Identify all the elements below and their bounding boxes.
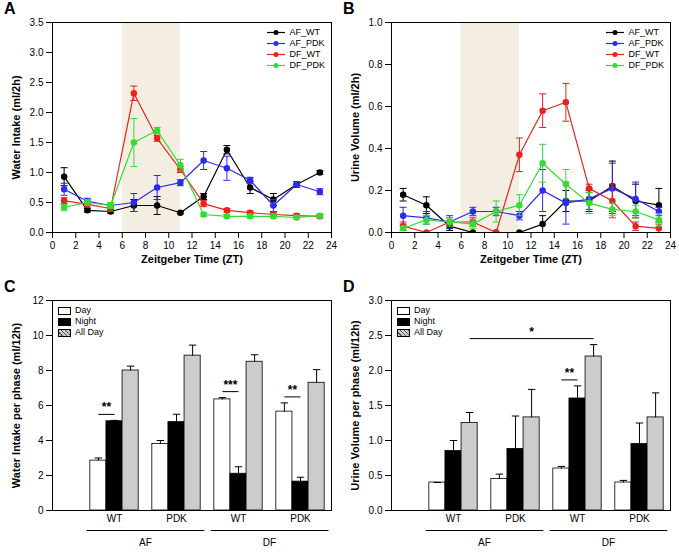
svg-text:**: ** [565, 366, 575, 380]
svg-text:8: 8 [482, 240, 488, 251]
svg-text:0.0: 0.0 [369, 227, 383, 238]
html-text:D: D [343, 278, 355, 295]
svg-text:2: 2 [412, 240, 418, 251]
svg-text:22: 22 [303, 240, 315, 251]
svg-text:6: 6 [119, 240, 125, 251]
html-text:DF_WT: DF_WT [289, 49, 321, 59]
svg-text:1.0: 1.0 [369, 435, 383, 446]
svg-text:24: 24 [326, 240, 338, 251]
svg-text:**: ** [288, 383, 298, 397]
svg-text:1.0: 1.0 [30, 167, 44, 178]
svg-text:0: 0 [38, 505, 44, 516]
svg-text:WT: WT [570, 513, 586, 524]
svg-text:12: 12 [32, 295, 44, 306]
html-text:All Day: All Day [414, 327, 443, 337]
svg-text:0.0: 0.0 [30, 227, 44, 238]
svg-text:**: ** [102, 400, 112, 414]
html-text:DF_PDK: DF_PDK [628, 60, 664, 70]
svg-text:14: 14 [549, 240, 561, 251]
svg-text:0.0: 0.0 [369, 505, 383, 516]
svg-text:16: 16 [572, 240, 584, 251]
html-text:Night: Night [414, 316, 435, 326]
svg-text:2.0: 2.0 [30, 107, 44, 118]
svg-text:4: 4 [96, 240, 102, 251]
svg-text:Water Intake per phase (ml/12h: Water Intake per phase (ml/12h) [10, 323, 22, 489]
svg-text:1.5: 1.5 [369, 400, 383, 411]
svg-text:0: 0 [389, 240, 395, 251]
svg-text:10: 10 [502, 240, 514, 251]
svg-text:3.0: 3.0 [30, 47, 44, 58]
svg-text:2: 2 [38, 470, 44, 481]
svg-text:6: 6 [458, 240, 464, 251]
svg-text:Urine Volume per phase (ml/12h: Urine Volume per phase (ml/12h) [349, 320, 361, 491]
svg-text:Urine Volume (ml/2h): Urine Volume (ml/2h) [349, 73, 361, 183]
svg-text:1.0: 1.0 [369, 17, 383, 28]
svg-text:2.5: 2.5 [30, 77, 44, 88]
svg-text:20: 20 [618, 240, 630, 251]
svg-text:PDK: PDK [166, 513, 187, 524]
svg-text:8: 8 [143, 240, 149, 251]
svg-text:WT: WT [446, 513, 462, 524]
html-text:AF_WT: AF_WT [289, 27, 320, 37]
svg-text:DF: DF [263, 537, 276, 548]
html-text:B: B [343, 0, 355, 17]
html-text:C: C [4, 278, 16, 295]
svg-text:24: 24 [665, 240, 677, 251]
svg-text:4: 4 [435, 240, 441, 251]
html-text:DF_WT: DF_WT [628, 49, 660, 59]
svg-text:*: * [529, 325, 534, 339]
svg-text:2: 2 [73, 240, 79, 251]
svg-text:0: 0 [50, 240, 56, 251]
svg-text:0.6: 0.6 [369, 101, 383, 112]
svg-text:Zeitgeber Time (ZT): Zeitgeber Time (ZT) [141, 253, 243, 265]
svg-text:1.5: 1.5 [30, 137, 44, 148]
svg-text:AF: AF [478, 537, 491, 548]
svg-text:18: 18 [256, 240, 268, 251]
html-text:AF_PDK: AF_PDK [628, 38, 664, 48]
svg-text:AF: AF [139, 537, 152, 548]
svg-text:***: *** [223, 378, 237, 392]
svg-text:PDK: PDK [629, 513, 650, 524]
html-text:Day: Day [414, 305, 430, 315]
svg-text:Water Intake (ml/2h): Water Intake (ml/2h) [10, 75, 22, 179]
svg-text:8: 8 [38, 365, 44, 376]
svg-text:3.5: 3.5 [30, 17, 44, 28]
svg-text:PDK: PDK [290, 513, 311, 524]
svg-text:22: 22 [642, 240, 654, 251]
svg-text:2.0: 2.0 [369, 365, 383, 376]
html-text:Day: Day [75, 305, 91, 315]
svg-text:12: 12 [186, 240, 198, 251]
html-text:AF_PDK: AF_PDK [289, 38, 325, 48]
html-text:All Day: All Day [75, 327, 104, 337]
svg-text:WT: WT [107, 513, 123, 524]
svg-text:WT: WT [231, 513, 247, 524]
html-text:Night: Night [75, 316, 96, 326]
svg-text:0.2: 0.2 [369, 185, 383, 196]
svg-text:10: 10 [163, 240, 175, 251]
svg-text:Zeitgeber Time (ZT): Zeitgeber Time (ZT) [480, 253, 582, 265]
svg-text:PDK: PDK [505, 513, 526, 524]
svg-text:12: 12 [525, 240, 537, 251]
svg-text:14: 14 [210, 240, 222, 251]
html-text:DF_PDK: DF_PDK [289, 60, 325, 70]
svg-text:20: 20 [279, 240, 291, 251]
svg-text:DF: DF [602, 537, 615, 548]
svg-text:0.8: 0.8 [369, 59, 383, 70]
svg-text:0.5: 0.5 [30, 197, 44, 208]
html-text:A: A [4, 0, 16, 17]
svg-text:3.0: 3.0 [369, 295, 383, 306]
svg-text:6: 6 [38, 400, 44, 411]
svg-text:0.4: 0.4 [369, 143, 383, 154]
svg-text:10: 10 [32, 330, 44, 341]
svg-text:2.5: 2.5 [369, 330, 383, 341]
svg-text:0.5: 0.5 [369, 470, 383, 481]
svg-text:4: 4 [38, 435, 44, 446]
svg-text:16: 16 [233, 240, 245, 251]
html-text:AF_WT: AF_WT [628, 27, 659, 37]
svg-text:18: 18 [595, 240, 607, 251]
